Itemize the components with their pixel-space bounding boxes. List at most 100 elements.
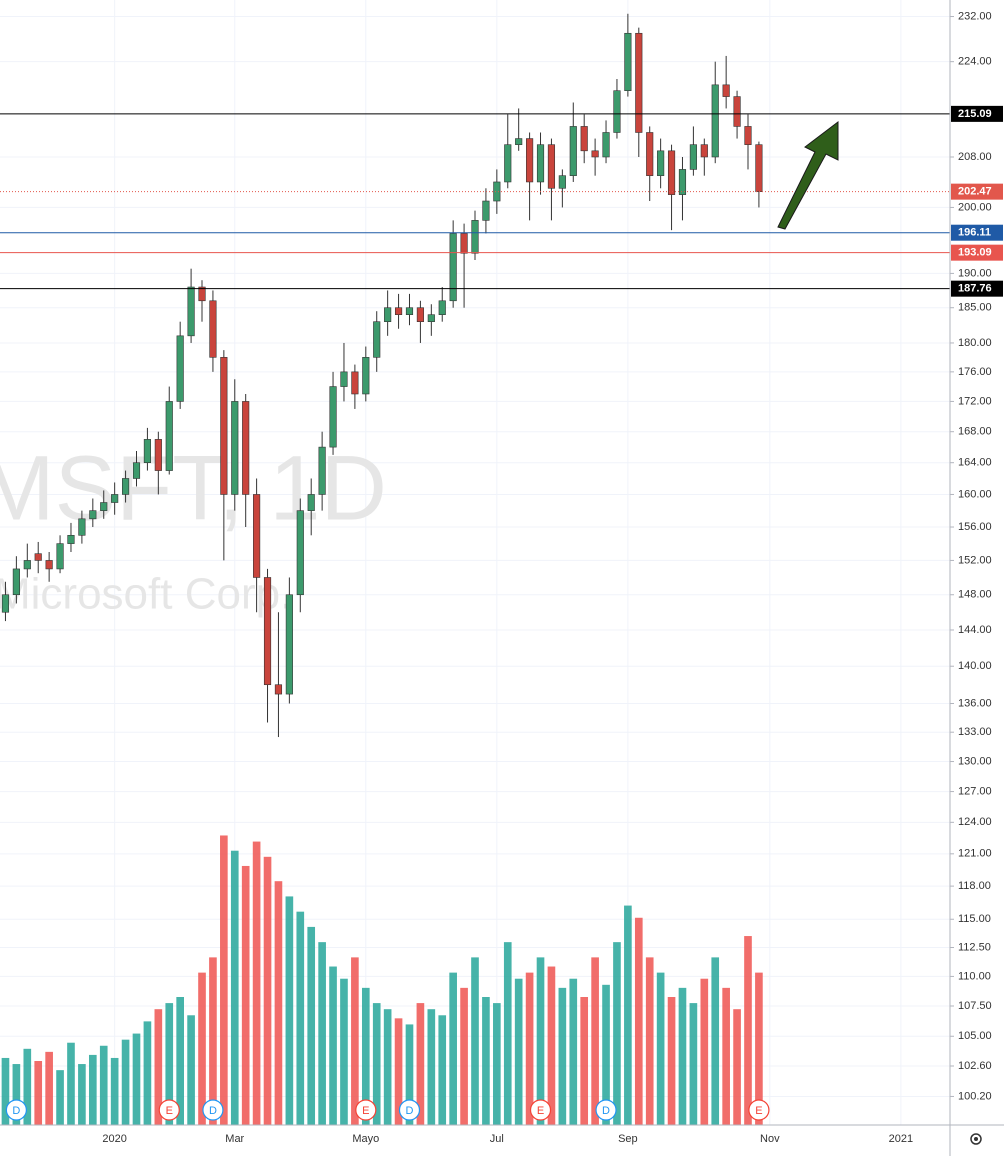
candle-body [493,181,501,202]
volume-bar [449,972,457,1125]
x-tick-label: 2020 [102,1133,126,1145]
candle-body [515,138,523,145]
volume-bar [99,1045,108,1125]
volume-bar [361,987,370,1125]
y-tick-label: 110.00 [958,970,991,982]
y-tick-label: 115.00 [958,913,991,925]
event-label: E [166,1105,173,1117]
volume-bar [689,1003,698,1125]
volume-bar [340,978,348,1125]
y-tick-label: 133.00 [958,726,992,738]
candle-body [526,138,534,183]
candle-body [12,568,20,596]
volume-bar [569,978,578,1125]
volume-bar [613,942,621,1125]
candle-body [45,560,53,570]
arrow-annotation [777,120,839,230]
x-tick-label: 2021 [889,1133,913,1145]
candle-body [700,144,708,158]
event-marker [748,1099,770,1121]
event-label: D [209,1105,217,1117]
candle-body [56,543,64,570]
volume-bar [176,997,184,1125]
candle-body [143,439,151,463]
volume-bar [165,1003,174,1125]
y-tick-label: 168.00 [958,426,992,438]
y-tick-label: 140.00 [958,660,992,672]
volume-bar [23,1048,32,1125]
volume-bar [405,1024,414,1125]
volume-bar [503,942,512,1125]
y-tick-label: 118.00 [958,880,991,892]
event-label: D [602,1105,610,1117]
candle-body [602,132,610,158]
candle-body [547,144,556,189]
level-label: 196.11 [958,227,991,239]
candle-body [242,401,250,495]
event-marker [202,1099,224,1121]
volume-bar [383,1009,392,1125]
candle-body [165,401,173,471]
volume-bar [88,1054,97,1125]
volume-layer [1,835,763,1125]
volume-bar [602,984,610,1125]
candle-body [536,144,545,183]
volume-bar [372,1003,381,1125]
volume-bar [285,896,294,1125]
level-box [951,280,1003,297]
x-tick-label: Mayo [352,1133,379,1145]
volume-bar [121,1039,130,1125]
candle-body [187,286,195,337]
axis-layer: 232.00 224.00 208.00 200.00 190.00 185.00 180.… [5,10,1003,1145]
candle-body [89,510,97,520]
volume-bar [733,1009,741,1125]
candle-body [416,307,424,322]
y-tick-label: 180.00 [958,337,992,349]
event-marker [529,1099,552,1121]
volume-bar [307,926,316,1125]
y-tick-label: 107.50 [958,1000,992,1012]
y-tick-label: 200.00 [958,201,992,213]
volume-bar [209,957,217,1125]
settings-button[interactable] [970,1133,982,1145]
y-tick-label: 127.00 [958,785,992,797]
event-label: E [537,1105,544,1117]
volume-bar [471,957,479,1125]
volume-bar [438,1015,447,1125]
candle-body [471,220,479,254]
candle-body [351,371,359,395]
event-marker [355,1099,377,1121]
y-tick-label: 105.00 [958,1030,992,1042]
watermark-subtitle: Microsoft Corp. [0,570,292,619]
volume-bar [427,1009,436,1125]
candle-body [635,32,643,133]
candle-body [504,144,512,183]
y-tick-label: 121.00 [958,848,992,860]
candle-body [220,357,228,495]
volume-bar [220,835,228,1125]
candle-body [678,169,687,195]
candle-body [285,594,293,695]
candle-body [733,96,741,127]
level-layer [0,113,950,290]
volume-bar [558,987,567,1125]
volume-bar [241,865,250,1125]
candle-body [329,386,337,448]
candle-body [755,144,763,192]
x-tick-label: Sep [618,1133,638,1145]
volume-bar [722,987,730,1125]
candle-body [591,150,599,158]
y-tick-label: 148.00 [958,589,992,601]
candle-body [1,594,10,613]
x-tick-label: Nov [760,1133,780,1145]
candle-body [613,90,621,133]
event-marker [595,1099,617,1121]
volume-bar [12,1064,21,1125]
candle-body [460,233,468,254]
candle-body [78,518,86,536]
candle-body [34,553,42,561]
volume-bar [525,972,534,1125]
volume-bar [78,1064,86,1125]
gear-icon[interactable] [970,1133,982,1145]
volume-bar [351,957,359,1125]
